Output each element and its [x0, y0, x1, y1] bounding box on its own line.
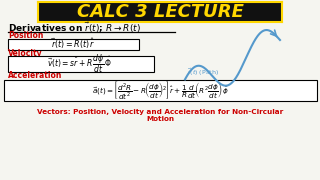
Text: $\vec{v}(t) = s\hat{r} + R\,\dfrac{d\phi}{dt}\,\hat{\Phi}$: $\vec{v}(t) = s\hat{r} + R\,\dfrac{d\phi… [47, 52, 113, 75]
Bar [38, 2, 282, 22]
Text: Velocity: Velocity [8, 48, 43, 57]
Text: Acceleration: Acceleration [8, 71, 62, 80]
Text: $\vec{a}(t) = \left[\dfrac{d^2R}{dt^2} - R\!\left(\dfrac{d\phi}{dt}\right)^{\!2}: $\vec{a}(t) = \left[\dfrac{d^2R}{dt^2} -… [92, 79, 228, 101]
Text: Position: Position [8, 31, 44, 40]
FancyBboxPatch shape [7, 39, 139, 50]
Text: Derivatives on $\vec{r}(t)$; $R \rightarrow R(t)$: Derivatives on $\vec{r}(t)$; $R \rightar… [8, 21, 141, 35]
Text: Motion: Motion [146, 116, 174, 122]
Text: $\vec{r}(t)$ (Path): $\vec{r}(t)$ (Path) [187, 66, 219, 78]
Text: Vectors: Position, Velocity and Acceleration for Non-Circular: Vectors: Position, Velocity and Accelera… [37, 109, 283, 115]
Text: $\vec{r}(t) = R(t)\,\hat{r}$: $\vec{r}(t) = R(t)\,\hat{r}$ [51, 37, 95, 51]
FancyBboxPatch shape [7, 55, 154, 71]
FancyBboxPatch shape [4, 80, 316, 100]
Text: CALC 3 LECTURE: CALC 3 LECTURE [76, 3, 244, 21]
